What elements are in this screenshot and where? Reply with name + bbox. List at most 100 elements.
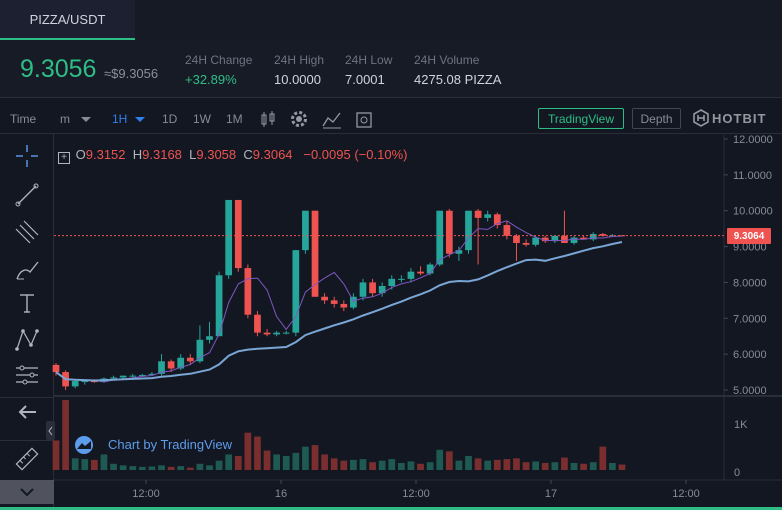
volume-bar [522,462,530,470]
candle-body [503,225,511,236]
candle-body [273,332,281,335]
hotbit-brand: HOTBIT [712,111,767,126]
candle-body [302,210,309,251]
candle-body [167,361,175,369]
y-tick-label: 5.0000 [733,385,767,397]
candle-body [81,381,89,383]
volume-bar [532,461,540,470]
volume-tick-label: 1K [734,419,748,431]
candle-body [359,282,367,297]
interval-1w[interactable]: 1W [193,112,211,126]
x-tick-label: 17 [545,488,557,500]
y-tick-label: 10.0000 [733,206,773,218]
chart-toolbar [0,104,782,134]
ohlc-high: 9.3168 [142,147,182,162]
depth-toggle[interactable]: Depth [632,108,681,129]
bottom-accent-bar [0,507,782,510]
price-converted: ≈$9.3056 [104,66,159,81]
legend-toggle-icon[interactable]: + [58,152,70,164]
candle-body [474,210,482,218]
volume-tick-label: 0 [734,467,740,479]
candle-body [513,235,520,243]
volume-bar [330,458,338,470]
volume-bar [436,449,444,470]
time-label: Time [10,112,37,126]
tool-divider [0,397,54,398]
volume-bar [263,450,271,470]
candle-body [350,296,357,308]
expand-panel-button[interactable] [0,480,54,504]
trendline-icon[interactable] [12,180,42,210]
volume-bar [282,456,290,470]
volume-bar [234,456,242,470]
volume-bar [292,452,300,470]
candle-body [110,377,117,379]
volume-bar [570,463,578,470]
volume-bar [417,463,424,470]
volume-bar [465,456,472,470]
x-tick-label: 12:00 [402,488,430,500]
volume-bar [484,460,492,470]
y-tick-label: 12.0000 [733,134,773,146]
volume-bar [225,454,233,470]
ma-slow-line [55,241,623,382]
ohlc-legend: + O9.3152 H9.3168 L9.3058 C9.3064 −0.009… [58,147,407,164]
candle-body [426,264,434,274]
volume-bar [589,462,597,470]
candle-body [244,268,252,315]
candle-body [580,237,587,240]
volume-bar [561,457,568,470]
candle-body [589,234,597,240]
volume-bar [206,465,213,470]
interval-1h[interactable]: 1H [112,112,128,126]
tradingview-toggle[interactable]: TradingView [538,108,624,129]
candle-body [321,296,328,301]
candle-body [177,357,185,369]
volume-bar [254,436,261,470]
volume-bar [119,465,127,470]
volume-bar [369,462,376,470]
volume-bar [158,465,165,470]
settings-icon[interactable] [289,109,309,129]
interval-1m[interactable]: 1M [226,112,243,126]
chevron-down-icon[interactable] [17,484,37,500]
volume-bar [148,466,156,470]
pattern-icon[interactable] [12,324,42,354]
ruler-icon[interactable] [12,444,42,474]
tab-pair[interactable]: PIZZA/USDT [0,0,135,40]
candle-body [561,235,568,243]
candle-style-icon[interactable] [258,110,278,130]
crosshair-icon[interactable] [12,141,42,171]
indicators-icon[interactable] [321,110,343,130]
candle-body [436,210,444,265]
tradingview-attribution[interactable]: Chart by TradingView [108,437,233,452]
volume-bar [340,460,348,470]
volume-bar [445,451,453,470]
candle-body [158,361,165,374]
stat-volume-label: 24H Volume [414,53,480,67]
volume-bar [302,446,309,470]
text-icon[interactable] [12,288,42,318]
measure-icon[interactable] [12,360,42,390]
screenshot-icon[interactable] [354,110,374,130]
stat-low-label: 24H Low [345,53,393,67]
candle-body [532,237,540,245]
brush-icon[interactable] [12,254,42,284]
collapse-toggle-icon[interactable] [46,421,56,441]
interval-1d[interactable]: 1D [162,112,178,126]
ohlc-high-label: H [132,147,143,162]
volume-bar [91,459,98,470]
chevron-down-icon[interactable] [135,117,145,122]
volume-bar [493,459,501,470]
fib-icon[interactable] [12,217,42,247]
back-arrow-icon[interactable] [12,397,42,427]
minute-selector[interactable]: m [60,112,70,126]
chevron-down-icon[interactable] [81,117,91,122]
volume-bar [110,463,117,470]
candle-body [551,235,559,242]
candle-body [455,250,463,254]
tool-divider [0,440,54,441]
volume-bar [474,458,482,470]
y-tick-label: 7.0000 [733,313,767,325]
